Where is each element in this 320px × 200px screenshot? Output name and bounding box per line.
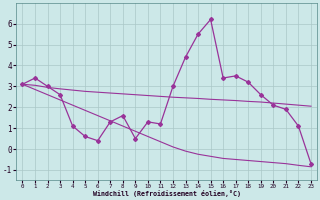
X-axis label: Windchill (Refroidissement éolien,°C): Windchill (Refroidissement éolien,°C) — [93, 190, 241, 197]
